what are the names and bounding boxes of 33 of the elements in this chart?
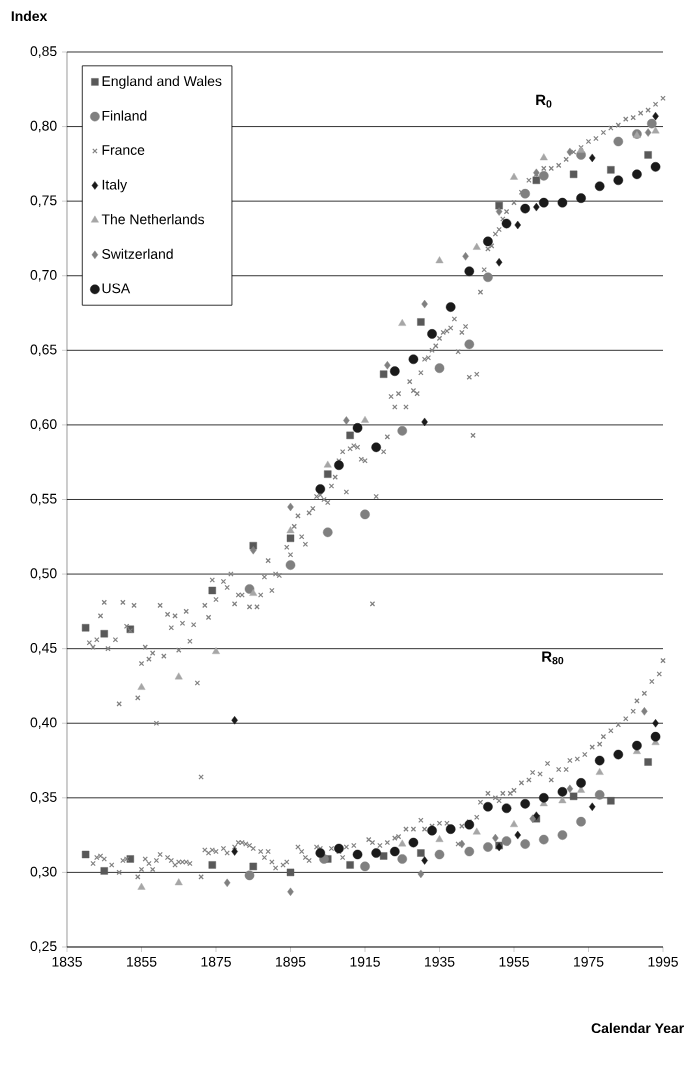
y-tick-label: 0,65: [30, 344, 57, 357]
x-tick-label: 1955: [499, 956, 529, 967]
x-tick-label: 1835: [52, 956, 82, 967]
x-tick-label: 1855: [127, 956, 157, 967]
y-tick-label: 0,80: [30, 120, 57, 133]
x-axis-title: Calendar Year: [591, 1022, 684, 1034]
annotation: R$_{80}$: [542, 651, 564, 665]
y-tick-label: 0,75: [30, 195, 57, 207]
legend-label: England and Wales: [102, 75, 222, 89]
legend-label: Italy: [102, 179, 128, 193]
x-tick-label: 1935: [425, 956, 455, 967]
y-tick-label: 0,50: [30, 568, 57, 580]
x-tick-label: 1895: [276, 956, 306, 967]
y-tick-label: 0,30: [30, 866, 57, 879]
legend-label: USA: [102, 283, 131, 294]
x-tick-label: 1915: [350, 956, 380, 967]
y-tick-label: 0,40: [30, 717, 57, 729]
y-tick-label: 0,35: [30, 792, 57, 804]
legend-label: Finland: [102, 110, 147, 121]
legend-label: Switzerland: [102, 248, 173, 259]
y-axis-title: Index: [11, 10, 48, 22]
x-tick-label: 1875: [201, 956, 231, 967]
y-tick-label: 0,60: [30, 419, 57, 431]
y-tick-label: 0,85: [30, 46, 57, 58]
y-tick-label: 0,55: [30, 493, 57, 506]
y-tick-label: 0,25: [30, 941, 57, 953]
y-tick-label: 0,45: [30, 642, 57, 655]
legend-label: France: [102, 145, 145, 155]
legend-label: The Netherlands: [101, 214, 205, 225]
annotation: R$_{0}$: [536, 94, 552, 108]
x-tick-label: 1975: [574, 956, 604, 967]
y-tick-label: 0,70: [30, 269, 57, 282]
x-tick-label: 1995: [648, 956, 678, 967]
